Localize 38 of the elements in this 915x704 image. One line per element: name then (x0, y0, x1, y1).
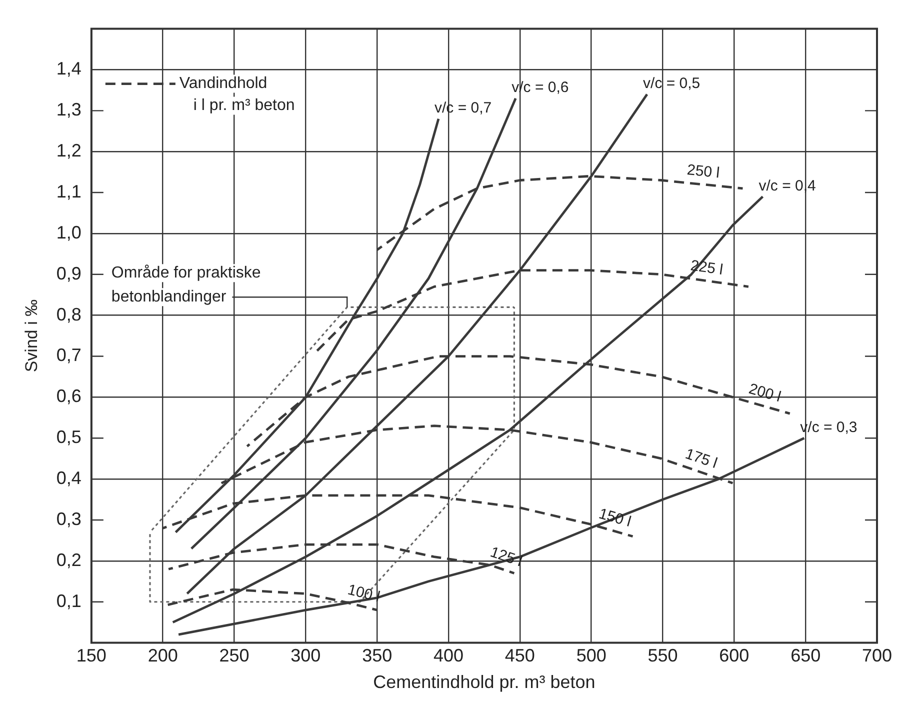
y-tick-label: 1,0 (56, 222, 82, 242)
y-tick-label: 1,1 (56, 182, 82, 202)
text: 225 l (689, 257, 724, 278)
x-tick-label: 350 (362, 646, 392, 666)
y-axis-title: Svind i ‰ (22, 299, 41, 372)
x-axis-title: Cementindhold pr. m³ beton (373, 672, 596, 692)
x-tick-label: 200 (148, 646, 178, 666)
series-label: v/c = 0,5 (643, 74, 700, 92)
y-tick-label: 0,6 (56, 386, 82, 406)
x-tick-label: 250 (219, 646, 250, 666)
x-tick-label: 500 (576, 646, 606, 666)
x-tick-label: 300 (290, 646, 321, 666)
x-tick-label: 650 (790, 646, 821, 666)
x-tick-label: 550 (648, 646, 678, 666)
annotation: Område for praktiske betonblandinger (111, 264, 261, 306)
y-tick-label: 0,5 (56, 427, 82, 448)
text: 250 l (686, 161, 720, 182)
y-tick-label: 0,4 (56, 468, 82, 488)
y-tick-label: 0,8 (56, 304, 82, 324)
x-tick-label: 150 (76, 646, 106, 666)
y-tick-label: 0,1 (56, 590, 82, 611)
y-tick-label: 1,4 (56, 58, 82, 79)
x-tick-label: 450 (504, 646, 535, 666)
text: 150 l (596, 505, 633, 531)
y-tick-label: 0,9 (56, 263, 82, 284)
text: 175 l (683, 445, 720, 472)
y-tick-label: 0,7 (56, 345, 82, 366)
y-tick-label: 0,3 (56, 508, 82, 529)
y-tick-label: 1,3 (56, 100, 82, 120)
y-tick-label: 1,2 (56, 140, 82, 161)
text: 100 l (346, 581, 382, 606)
text: 125 l (488, 544, 524, 570)
text: 200 l (746, 380, 783, 406)
legend-title: Vandindhold i l pr. m³ beton (179, 75, 295, 114)
y-tick-label: 0,2 (56, 550, 82, 570)
x-tick-label: 400 (433, 646, 464, 666)
x-tick-label: 600 (719, 646, 750, 666)
x-tick-label: 700 (862, 646, 892, 666)
